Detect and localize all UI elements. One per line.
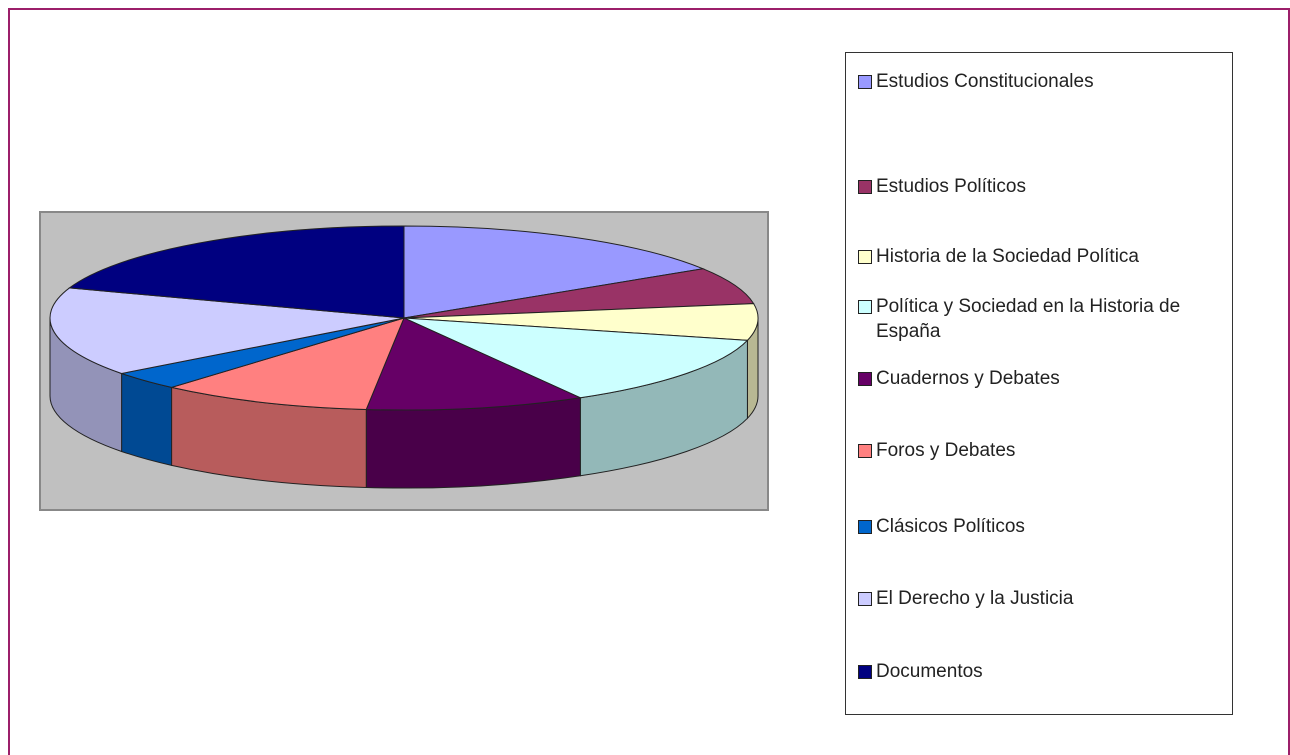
slice <box>169 317 405 410</box>
slice <box>49 287 405 374</box>
page-frame <box>8 8 1290 755</box>
legend-item: Historia de la Sociedad Política <box>858 244 1228 269</box>
legend-item: Estudios Políticos <box>858 174 1228 199</box>
legend-item: Cuadernos y Debates <box>858 366 1228 391</box>
slice <box>403 317 749 399</box>
legend-item: Foros y Debates <box>858 438 1228 463</box>
legend-item: Documentos <box>858 659 1228 684</box>
legend-swatch <box>858 180 872 194</box>
legend-label: Cuadernos y Debates <box>876 368 1060 389</box>
legend-label: Foros y Debates <box>876 440 1016 461</box>
legend-label: Estudios Políticos <box>876 176 1026 197</box>
legend-swatch <box>858 372 872 386</box>
slice <box>68 225 405 319</box>
legend-swatch <box>858 300 872 314</box>
legend-item: Clásicos Políticos <box>858 514 1228 539</box>
legend-label: Política y Sociedad en la Historia de Es… <box>876 296 1181 342</box>
legend-label: Estudios Constitucionales <box>876 71 1094 92</box>
slice <box>403 225 705 319</box>
legend-swatch <box>858 75 872 89</box>
slice-side <box>121 372 173 467</box>
legend-swatch <box>858 444 872 458</box>
legend-item: El Derecho y la Justicia <box>858 586 1228 611</box>
legend-swatch <box>858 520 872 534</box>
legend-swatch <box>858 592 872 606</box>
legend-swatch <box>858 665 872 679</box>
slice-side <box>365 397 581 489</box>
slice <box>403 268 755 319</box>
legend-item: Política y Sociedad en la Historia de Es… <box>858 294 1228 344</box>
legend-swatch <box>858 250 872 264</box>
legend-label: El Derecho y la Justicia <box>876 588 1074 609</box>
chart <box>39 211 769 511</box>
legend-label: Documentos <box>876 661 983 682</box>
legend-label: Historia de la Sociedad Política <box>876 246 1139 267</box>
slice <box>365 317 583 411</box>
legend-item: Estudios Constitucionales <box>858 69 1228 94</box>
legend-label: Clásicos Políticos <box>876 516 1025 537</box>
legend: Estudios Constitucionales Estudios Políti… <box>845 52 1233 715</box>
slice <box>403 303 759 341</box>
